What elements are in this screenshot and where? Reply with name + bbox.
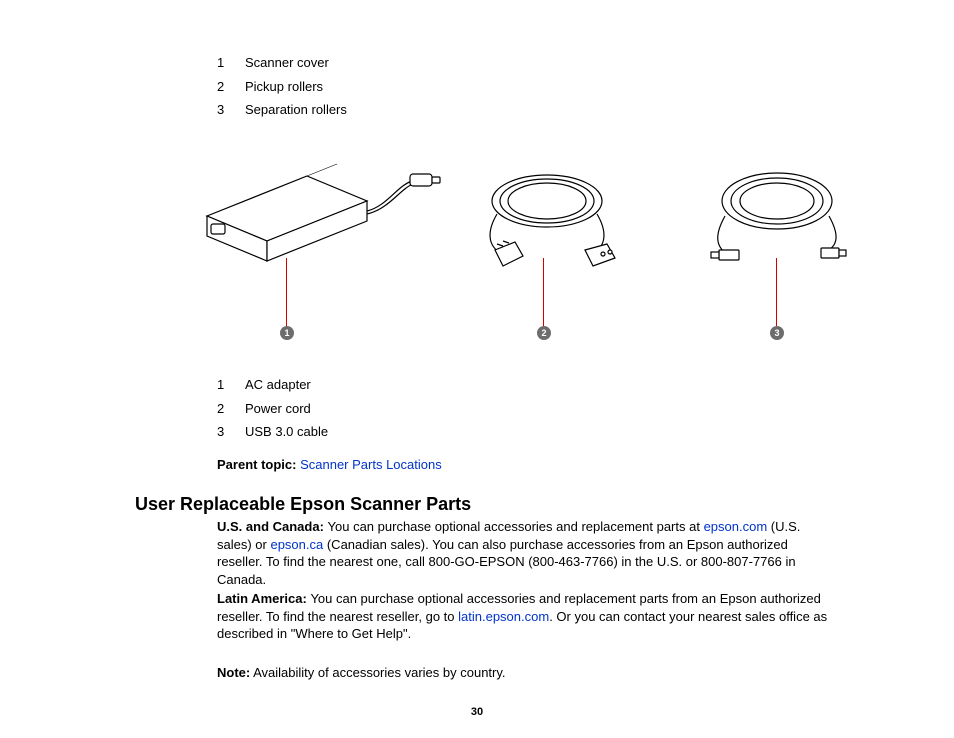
callout-marker-1: 1 <box>280 326 294 340</box>
item-number: 1 <box>217 54 245 72</box>
note-text: Availability of accessories varies by co… <box>250 665 505 680</box>
item-label: USB 3.0 cable <box>245 423 328 441</box>
list-item: 1 AC adapter <box>217 376 328 394</box>
parent-topic: Parent topic: Scanner Parts Locations <box>217 456 442 474</box>
item-number: 3 <box>217 423 245 441</box>
item-label: Scanner cover <box>245 54 329 72</box>
callout-marker-2: 2 <box>537 326 551 340</box>
page-number: 30 <box>0 705 954 720</box>
region-label: Latin America: <box>217 591 310 606</box>
section-heading: User Replaceable Epson Scanner Parts <box>135 492 471 516</box>
parent-topic-label: Parent topic: <box>217 457 296 472</box>
paragraph-latin-america: Latin America: You can purchase optional… <box>217 590 837 643</box>
list-item: 3 Separation rollers <box>217 101 347 119</box>
accessories-figure <box>177 146 877 326</box>
region-label: U.S. and Canada: <box>217 519 328 534</box>
note-label: Note: <box>217 665 250 680</box>
link-epson-com[interactable]: epson.com <box>704 519 768 534</box>
item-label: AC adapter <box>245 376 311 394</box>
text: You can purchase optional accessories an… <box>328 519 704 534</box>
list-item: 3 USB 3.0 cable <box>217 423 328 441</box>
item-number: 2 <box>217 400 245 418</box>
accessory-list: 1 AC adapter 2 Power cord 3 USB 3.0 cabl… <box>217 376 328 447</box>
link-epson-ca[interactable]: epson.ca <box>270 537 323 552</box>
item-number: 1 <box>217 376 245 394</box>
item-label: Pickup rollers <box>245 78 323 96</box>
item-number: 2 <box>217 78 245 96</box>
list-item: 1 Scanner cover <box>217 54 347 72</box>
note: Note: Availability of accessories varies… <box>217 664 837 682</box>
callout-marker-3: 3 <box>770 326 784 340</box>
callout-markers: 1 2 3 <box>177 326 877 346</box>
item-number: 3 <box>217 101 245 119</box>
list-item: 2 Pickup rollers <box>217 78 347 96</box>
link-latin-epson[interactable]: latin.epson.com <box>458 609 549 624</box>
item-label: Power cord <box>245 400 311 418</box>
list-item: 2 Power cord <box>217 400 328 418</box>
top-parts-list: 1 Scanner cover 2 Pickup rollers 3 Separ… <box>217 54 347 125</box>
item-label: Separation rollers <box>245 101 347 119</box>
paragraph-us-canada: U.S. and Canada: You can purchase option… <box>217 518 837 588</box>
parent-topic-link[interactable]: Scanner Parts Locations <box>300 457 442 472</box>
